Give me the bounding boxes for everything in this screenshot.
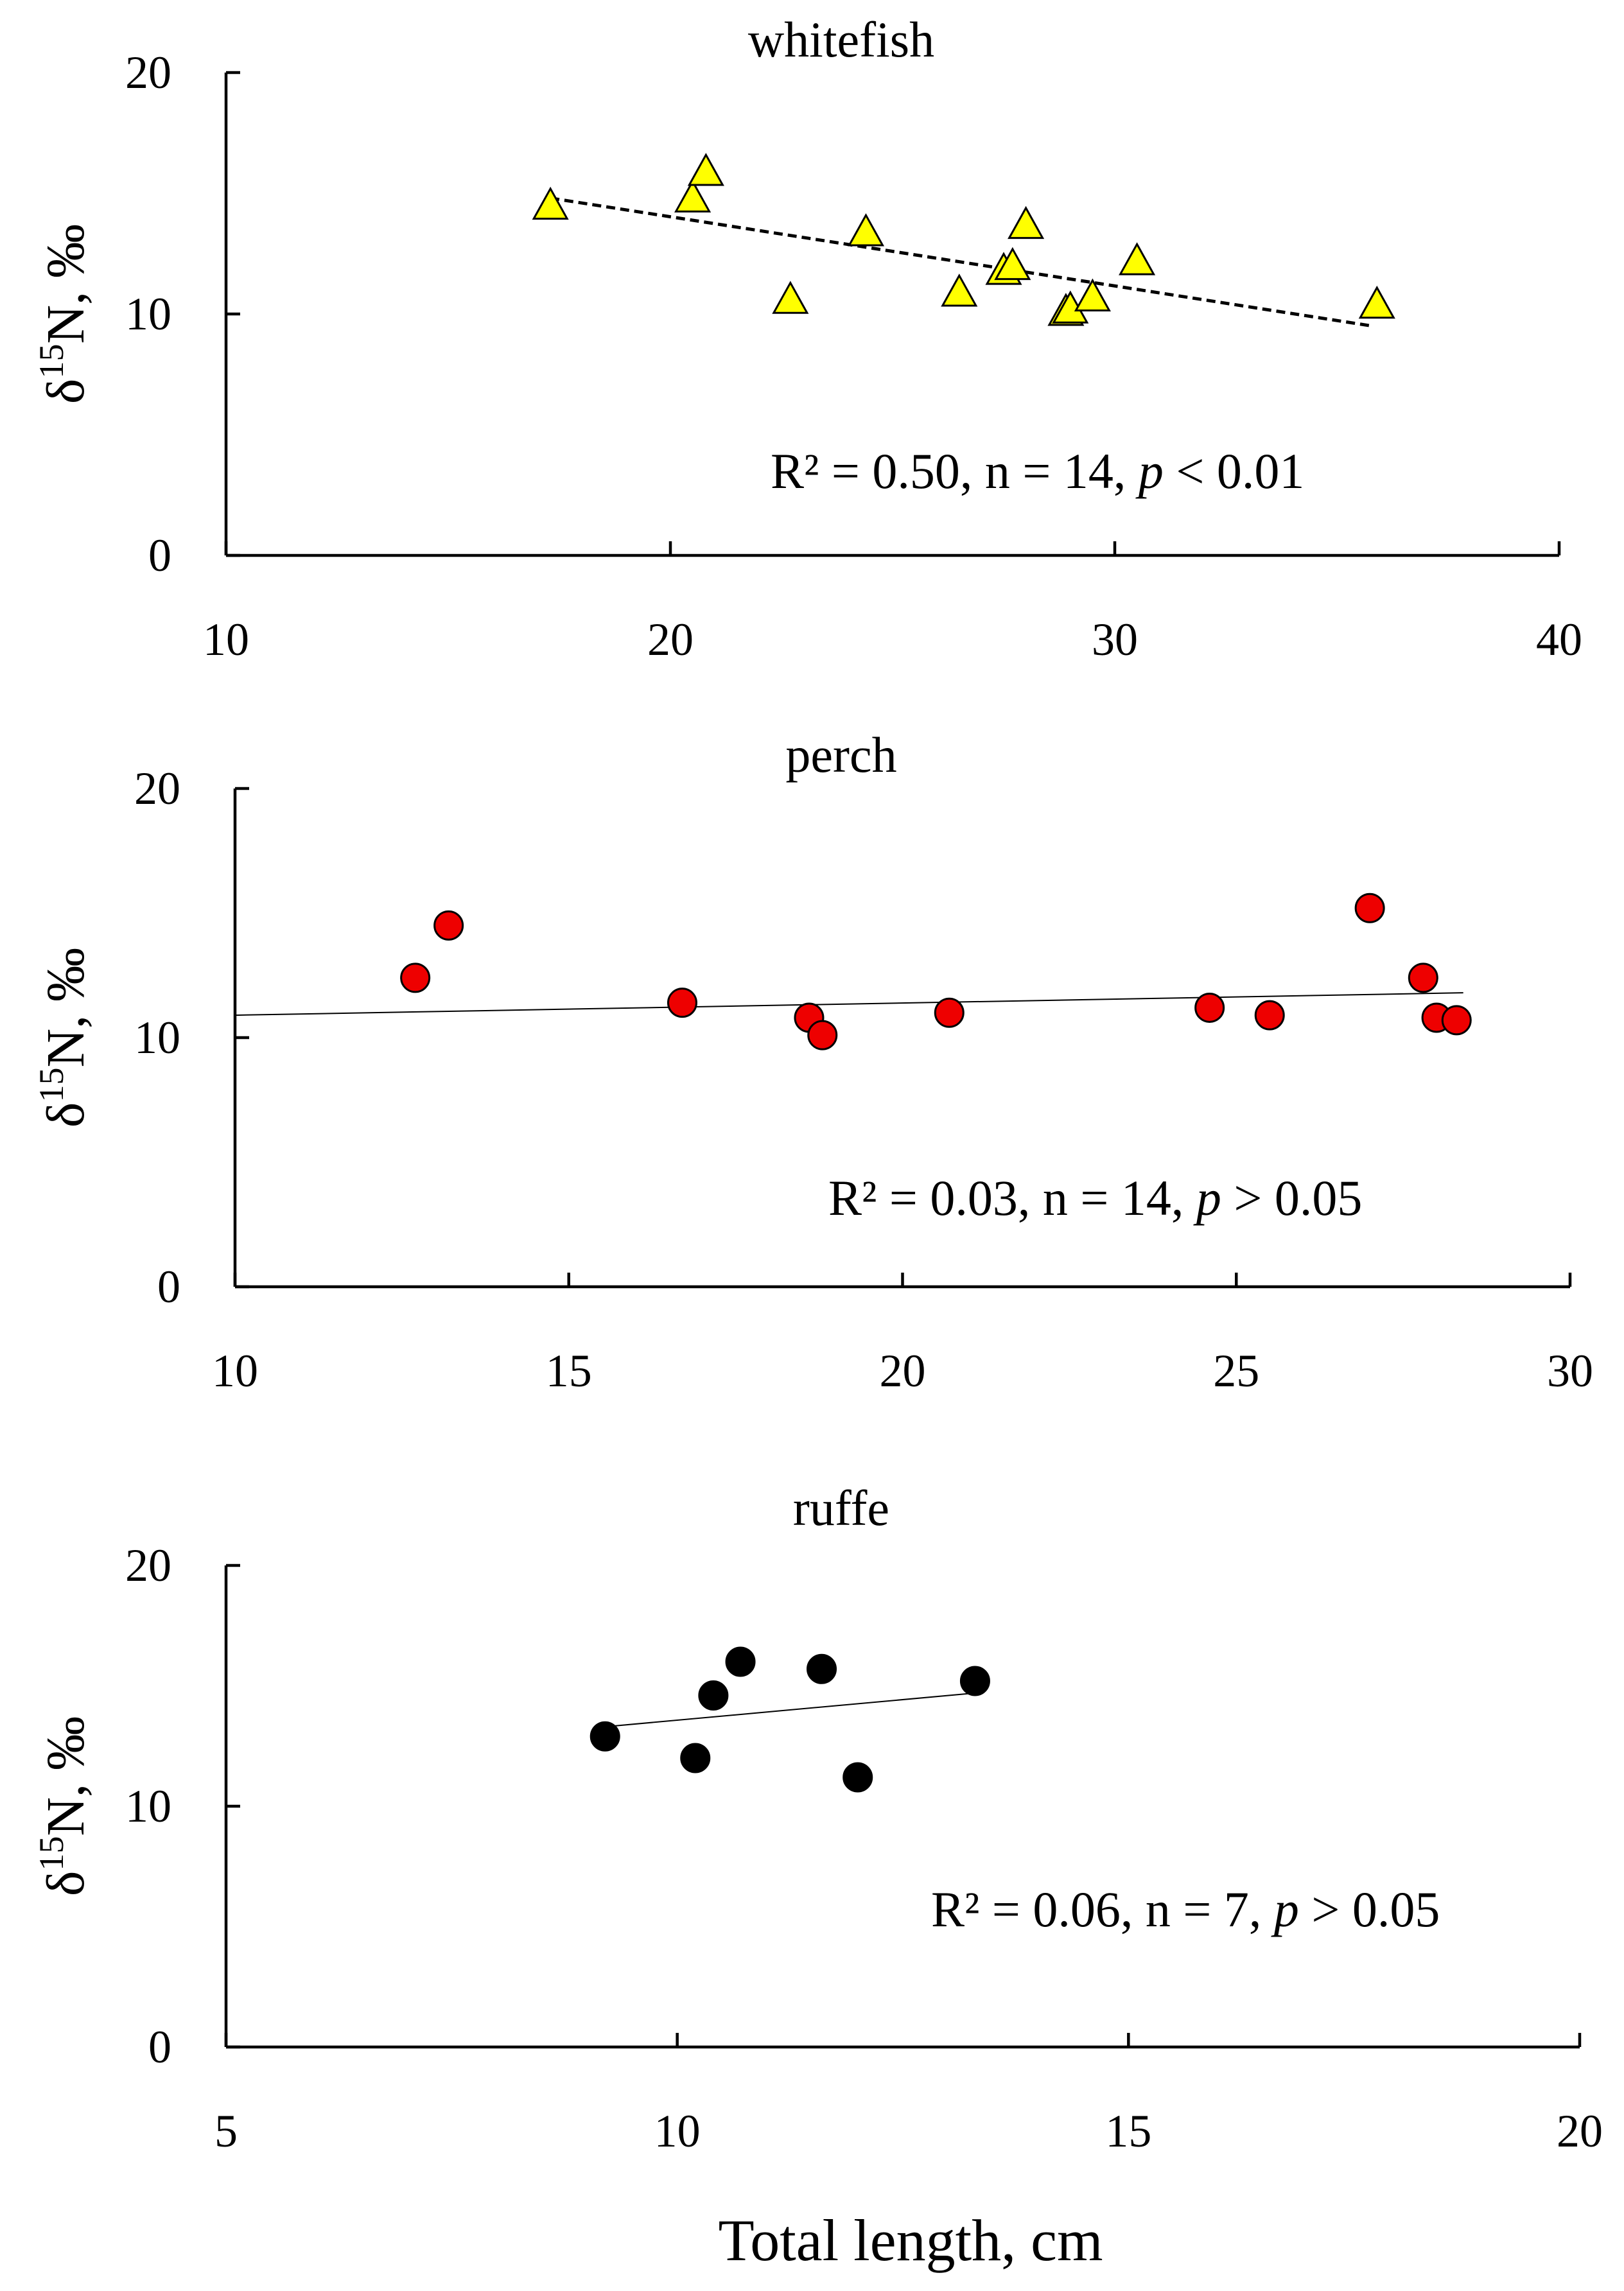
- x-tick-label: 40: [1536, 614, 1582, 665]
- x-tick-label: 10: [203, 614, 249, 665]
- data-point: [847, 213, 885, 247]
- data-point: [959, 1666, 990, 1696]
- x-axis-label: Total length, cm: [718, 2208, 1103, 2273]
- data-point: [1441, 1005, 1472, 1036]
- x-tick-label: 10: [654, 2105, 701, 2157]
- x-tick-label: 30: [1547, 1345, 1593, 1397]
- data-point: [589, 1721, 620, 1752]
- x-tick-label: 30: [1092, 614, 1138, 665]
- y-tick-label: 0: [148, 530, 171, 581]
- data-point: [807, 1020, 838, 1050]
- y-tick-label: 10: [125, 288, 171, 340]
- data-point: [1119, 242, 1156, 275]
- y-tick-label: 10: [125, 1781, 171, 1832]
- data-point: [433, 910, 464, 941]
- trendline: [234, 992, 1463, 1016]
- data-point: [1074, 278, 1111, 311]
- x-tick-label: 20: [1557, 2105, 1603, 2157]
- panel-title: ruffe: [793, 1480, 889, 1536]
- data-point: [941, 274, 978, 307]
- x-tick-label: 15: [546, 1345, 592, 1397]
- y-axis-label: δ15N, ‰: [32, 1716, 96, 1896]
- data-point: [994, 247, 1031, 281]
- data-point: [1358, 285, 1395, 319]
- data-point: [934, 997, 965, 1028]
- y-tick-label: 0: [157, 1261, 180, 1312]
- x-tick-label: 15: [1105, 2105, 1151, 2157]
- y-axis-label: δ15N, ‰: [32, 224, 96, 404]
- panel-title: whitefish: [748, 12, 934, 67]
- data-point: [1008, 205, 1045, 240]
- panel-perch: 0 10 20 10 15 20 25 30 perch δ15N, ‰ R² = 0.03, n …: [32, 727, 1593, 1397]
- data-point: [725, 1646, 756, 1677]
- data-point: [400, 963, 431, 993]
- trendline: [550, 196, 1373, 328]
- panel-title: perch: [785, 727, 896, 783]
- y-tick-label: 20: [125, 1540, 171, 1591]
- data-point: [680, 1743, 711, 1773]
- data-point: [698, 1680, 729, 1711]
- x-tick-label: 25: [1213, 1345, 1259, 1397]
- stats-annotation: R² = 0.50, n = 14, p < 0.01: [771, 443, 1304, 499]
- y-axis-label: δ15N, ‰: [32, 948, 96, 1128]
- data-point: [1408, 963, 1438, 993]
- data-point: [843, 1762, 873, 1793]
- y-tick-label: 20: [134, 763, 180, 814]
- y-tick-label: 10: [134, 1012, 180, 1063]
- data-point: [1354, 893, 1385, 923]
- data-point: [674, 179, 712, 213]
- data-point: [687, 153, 724, 186]
- panel-ruffe: 0 10 20 5 10 15 20 ruffe δ15N, ‰ R² = 0.06, n = 7…: [32, 1480, 1603, 2157]
- x-tick-label: 10: [212, 1345, 258, 1397]
- data-point: [667, 988, 697, 1018]
- x-tick-label: 5: [214, 2105, 238, 2157]
- y-tick-label: 20: [125, 47, 171, 98]
- trendline: [605, 1692, 975, 1728]
- data-point: [532, 186, 569, 220]
- panel-whitefish: 0 10 20 10 20 30 40 whitefish δ15N, ‰ R² = 0.50, …: [32, 12, 1582, 665]
- y-tick-label: 0: [148, 2021, 171, 2073]
- data-point: [807, 1653, 837, 1684]
- data-point: [1194, 992, 1225, 1023]
- stats-annotation: R² = 0.03, n = 14, p > 0.05: [828, 1170, 1362, 1226]
- data-point: [1254, 1000, 1285, 1031]
- data-point: [772, 281, 809, 314]
- stats-annotation: R² = 0.06, n = 7, p > 0.05: [931, 1881, 1440, 1937]
- x-tick-label: 20: [647, 614, 694, 665]
- x-tick-label: 20: [880, 1345, 926, 1397]
